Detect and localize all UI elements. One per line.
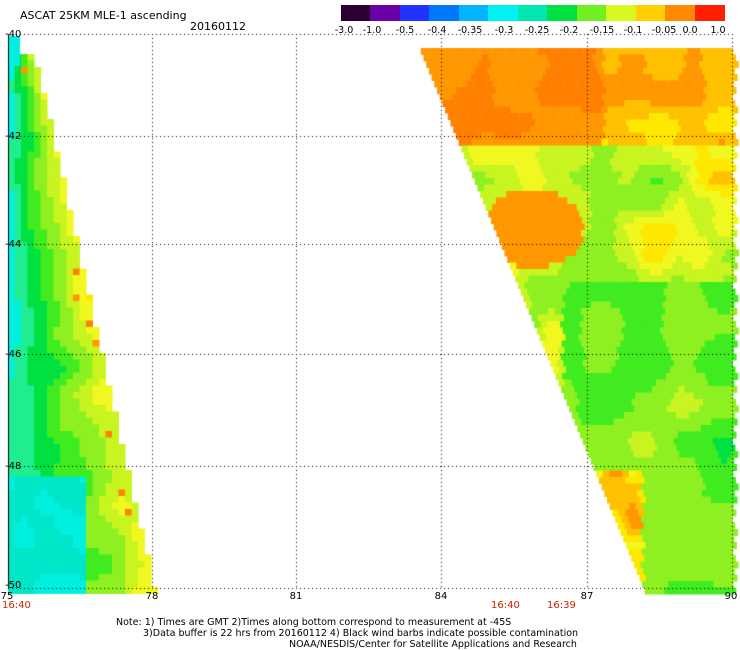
note-line-2: 3)Data buffer is 22 hrs from 20160112 4)…	[143, 628, 578, 639]
colorbar-swatch	[577, 5, 607, 21]
colorbar	[341, 5, 724, 21]
colorbar-swatch	[518, 5, 548, 21]
colorbar-label: -0.4	[428, 25, 447, 36]
lat-label: -42	[5, 131, 21, 142]
time-label-left: 16:40	[2, 600, 31, 611]
colorbar-swatch	[400, 5, 430, 21]
colorbar-label: -0.05	[652, 25, 677, 36]
colorbar-swatch	[459, 5, 489, 21]
colorbar-label: -0.3	[495, 25, 514, 36]
lat-label: -44	[5, 239, 21, 250]
colorbar-swatch	[636, 5, 666, 21]
note-line-1: Note: 1) Times are GMT 2)Times along bot…	[116, 617, 511, 628]
note-line-3: NOAA/NESDIS/Center for Satellite Applica…	[289, 639, 577, 650]
colorbar-label: -1.0	[363, 25, 382, 36]
lon-label: 87	[581, 591, 594, 602]
colorbar-label: -0.1	[624, 25, 643, 36]
colorbar-swatch	[695, 5, 725, 21]
swath-map	[0, 0, 740, 650]
map-date: 20160112	[190, 20, 246, 33]
colorbar-label: -0.15	[590, 25, 615, 36]
colorbar-swatch	[370, 5, 400, 21]
lon-label: 84	[435, 591, 448, 602]
time-label-mid1: 16:40	[491, 600, 520, 611]
colorbar-label: -3.0	[335, 25, 354, 36]
colorbar-label: 0.0	[682, 25, 697, 36]
colorbar-label: -0.25	[525, 25, 550, 36]
map-title: ASCAT 25KM MLE-1 ascending	[20, 9, 187, 22]
colorbar-label: -0.2	[560, 25, 579, 36]
colorbar-label: -0.5	[396, 25, 415, 36]
lat-label: -50	[5, 580, 21, 591]
colorbar-swatch	[341, 5, 371, 21]
lat-label: -46	[5, 349, 21, 360]
time-label-mid2: 16:39	[547, 600, 576, 611]
colorbar-swatch	[429, 5, 459, 21]
colorbar-swatch	[488, 5, 518, 21]
lat-label: -40	[5, 29, 21, 40]
colorbar-label: 1.0	[710, 25, 725, 36]
colorbar-swatch	[547, 5, 577, 21]
colorbar-label: -0.35	[458, 25, 483, 36]
colorbar-swatch	[606, 5, 636, 21]
lon-label: 78	[146, 591, 159, 602]
colorbar-swatch	[665, 5, 695, 21]
lon-label: 90	[725, 591, 738, 602]
lon-label: 81	[290, 591, 303, 602]
lat-label: -48	[5, 461, 21, 472]
